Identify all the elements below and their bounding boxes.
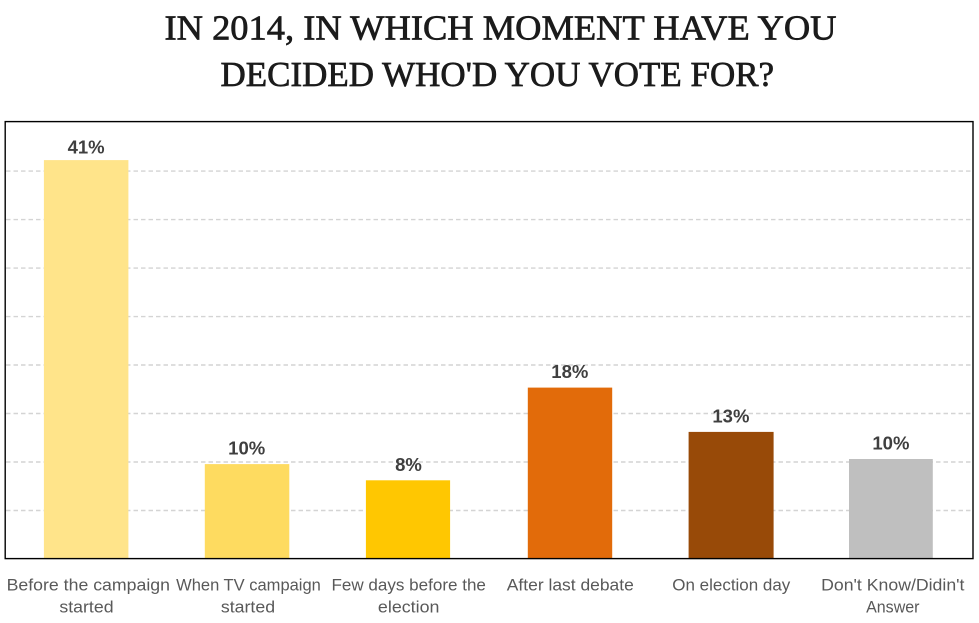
svg-text:10%: 10% (872, 433, 909, 454)
svg-text:When TV campaign: When TV campaign (176, 576, 321, 595)
svg-text:10%: 10% (228, 437, 265, 458)
svg-text:IN 2014, IN WHICH MOMENT HAVE: IN 2014, IN WHICH MOMENT HAVE YOU (165, 9, 837, 48)
svg-text:8%: 8% (395, 454, 422, 475)
svg-text:election: election (378, 598, 440, 617)
svg-text:Few days before the: Few days before the (332, 576, 486, 595)
svg-text:DECIDED WHO'D YOU VOTE FOR?: DECIDED WHO'D YOU VOTE FOR? (221, 55, 775, 94)
svg-text:13%: 13% (712, 406, 749, 427)
svg-text:started: started (59, 598, 113, 617)
svg-text:18%: 18% (551, 361, 588, 382)
svg-text:Answer: Answer (866, 598, 920, 617)
svg-text:After last debate: After last debate (507, 576, 634, 595)
svg-text:started: started (221, 598, 275, 617)
svg-text:Before the campaign: Before the campaign (7, 576, 170, 595)
svg-text:On election day: On election day (672, 576, 790, 595)
svg-text:41%: 41% (68, 137, 105, 158)
svg-text:Don't Know/Didin't: Don't Know/Didin't (821, 576, 965, 595)
